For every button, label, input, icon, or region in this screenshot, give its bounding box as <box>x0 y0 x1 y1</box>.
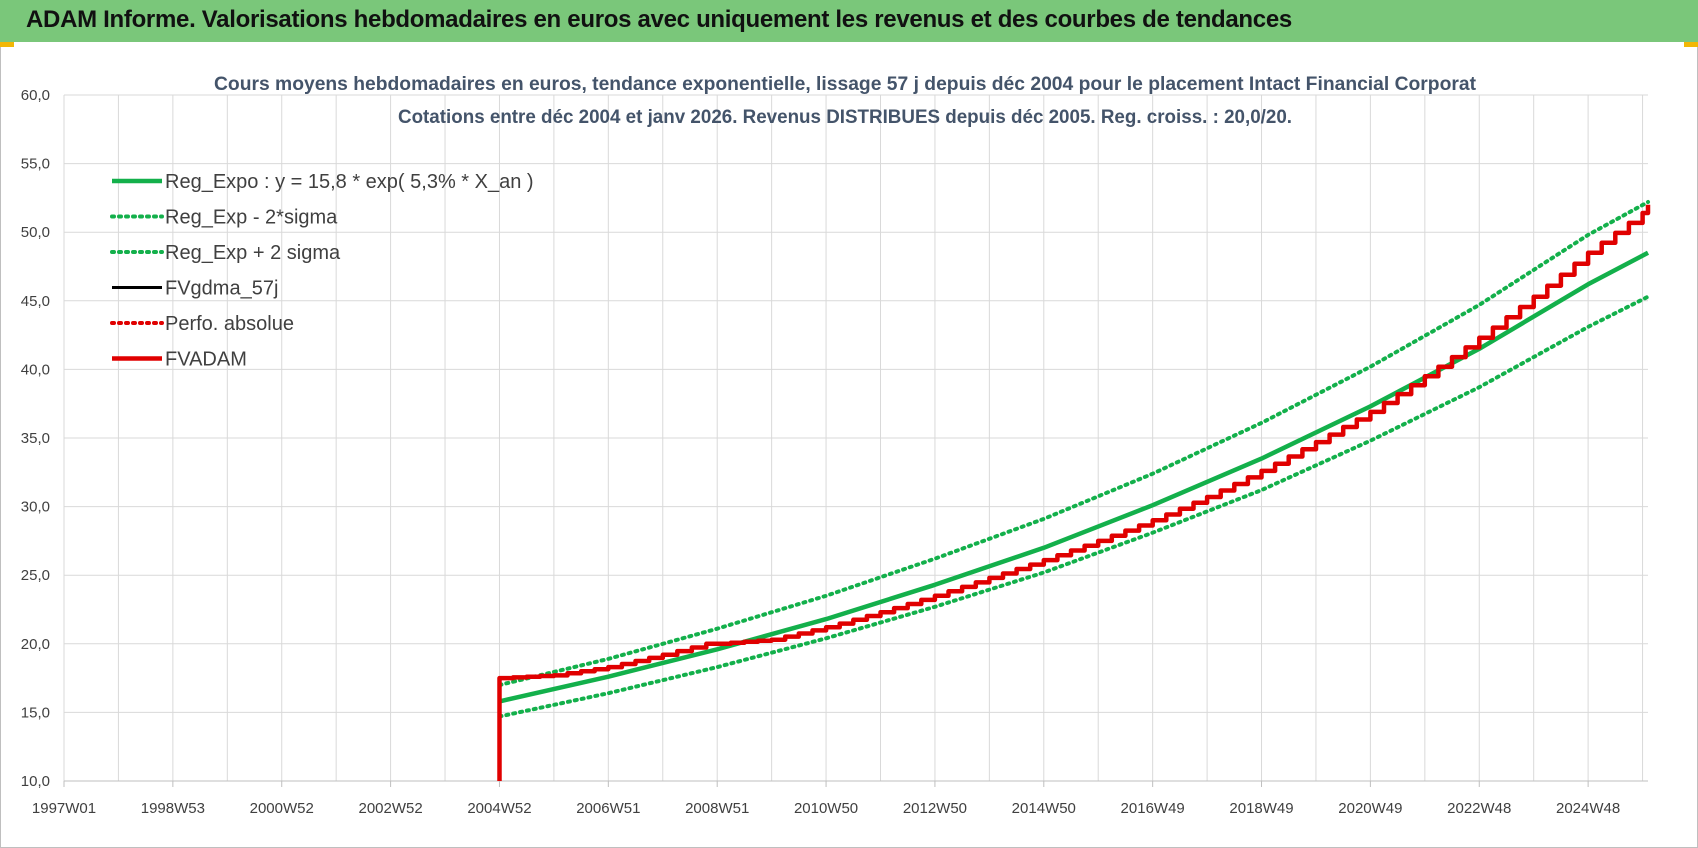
title-banner: ADAM Informe. Valorisations hebdomadaire… <box>0 0 1698 42</box>
y-tick-label: 45,0 <box>21 293 50 310</box>
series-line-5 <box>497 204 1651 781</box>
x-tick-label: 2016W49 <box>1121 800 1185 817</box>
legend-label: Reg_Expo : y = 15,8 * exp( 5,3% * X_an ) <box>165 171 534 193</box>
x-tick-label: 1997W01 <box>32 800 96 817</box>
y-axis-ticks: 10,0 15,0 20,0 25,0 30,0 35,0 40,0 45,0 50,0 55,0… <box>21 87 50 790</box>
chart-title-line-2: Cotations entre déc 2004 et janv 2026. R… <box>398 106 1292 128</box>
x-tick-label: 2006W51 <box>576 800 640 817</box>
gridlines <box>63 94 1648 782</box>
series-line-2 <box>497 200 1650 687</box>
x-tick-label: 2024W48 <box>1556 800 1620 817</box>
y-tick-label: 60,0 <box>21 87 50 104</box>
x-tick-label: 2010W50 <box>794 800 858 817</box>
x-tick-label: 2008W51 <box>685 800 749 817</box>
y-tick-label: 35,0 <box>21 430 50 447</box>
y-tick-label: 10,0 <box>21 773 50 790</box>
x-tick-label: 2000W52 <box>250 800 314 817</box>
x-tick-label: 2020W49 <box>1338 800 1402 817</box>
banner-title: ADAM Informe. Valorisations hebdomadaire… <box>26 6 1292 33</box>
x-tick-label: 2018W49 <box>1229 800 1293 817</box>
y-tick-label: 50,0 <box>21 224 50 241</box>
series-lines <box>497 200 1651 781</box>
x-tick-label: 2022W48 <box>1447 800 1511 817</box>
series-line-1 <box>497 294 1650 719</box>
chart-title-line-1: Cours moyens hebdomadaires en euros, ten… <box>214 73 1476 95</box>
y-tick-label: 15,0 <box>21 704 50 721</box>
chart-title: Cours moyens hebdomadaires en euros, ten… <box>214 73 1476 128</box>
x-tick-label: 1998W53 <box>141 800 205 817</box>
x-tick-label: 2004W52 <box>467 800 531 817</box>
x-tick-label: 2014W50 <box>1012 800 1076 817</box>
legend-label: FVADAM <box>165 349 247 371</box>
y-tick-label: 30,0 <box>21 499 50 516</box>
x-axis-ticks: 1997W01 1998W53 2000W52 2002W52 2004W52 2006W… <box>32 781 1620 817</box>
x-tick-label: 2002W52 <box>358 800 422 817</box>
y-tick-label: 20,0 <box>21 636 50 653</box>
y-tick-label: 55,0 <box>21 156 50 173</box>
series-line-0 <box>499 250 1650 704</box>
legend-label: Perfo. absolue <box>165 313 294 335</box>
y-tick-label: 40,0 <box>21 361 50 378</box>
legend-label: Reg_Exp + 2 sigma <box>165 242 341 264</box>
corner-marker-left <box>0 42 14 47</box>
corner-marker-right <box>1684 42 1698 47</box>
y-tick-label: 25,0 <box>21 567 50 584</box>
x-tick-label: 2012W50 <box>903 800 967 817</box>
legend-label: Reg_Exp - 2*sigma <box>165 207 338 229</box>
legend: Reg_Expo : y = 15,8 * exp( 5,3% * X_an )… <box>110 171 534 371</box>
legend-label: FVgdma_57j <box>165 278 278 300</box>
